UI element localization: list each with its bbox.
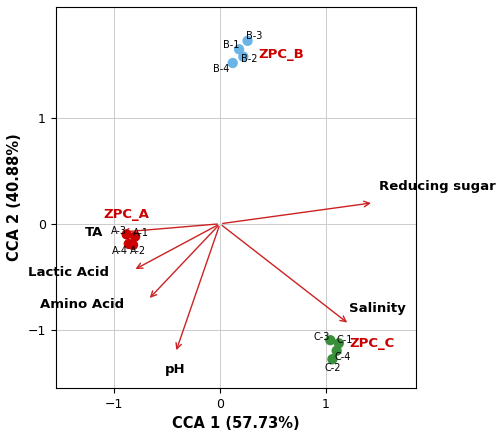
Text: A-2: A-2: [130, 246, 146, 256]
Point: [125, 240, 133, 247]
Text: A-3: A-3: [111, 226, 127, 236]
Text: Lactic Acid: Lactic Acid: [28, 266, 108, 279]
Point: [326, 337, 334, 344]
Text: C-4: C-4: [335, 352, 351, 362]
Point: [328, 356, 336, 363]
Point: [228, 60, 236, 67]
Text: Salinity: Salinity: [350, 302, 406, 315]
Text: B-2: B-2: [242, 54, 258, 64]
Text: Reducing sugar: Reducing sugar: [379, 180, 496, 193]
Point: [240, 53, 248, 60]
Text: TA: TA: [85, 226, 103, 239]
Text: A-1: A-1: [132, 228, 148, 238]
Point: [244, 37, 252, 44]
Point: [122, 231, 130, 238]
Point: [131, 233, 139, 240]
Text: Amino Acid: Amino Acid: [40, 298, 124, 311]
Text: ZPC_C: ZPC_C: [350, 337, 395, 350]
Text: B-3: B-3: [246, 31, 262, 40]
Text: ZPC_A: ZPC_A: [104, 208, 149, 221]
Text: B-1: B-1: [224, 40, 240, 50]
Text: C-3: C-3: [314, 332, 330, 342]
Point: [335, 340, 343, 347]
X-axis label: CCA 1 (57.73%): CCA 1 (57.73%): [172, 416, 300, 431]
Text: C-1: C-1: [337, 335, 353, 345]
Point: [235, 46, 243, 53]
Text: A-4: A-4: [112, 246, 128, 256]
Text: B-4: B-4: [213, 64, 229, 74]
Text: C-2: C-2: [324, 363, 340, 373]
Text: pH: pH: [165, 363, 186, 376]
Point: [129, 241, 137, 248]
Text: ZPC_B: ZPC_B: [258, 48, 304, 61]
Y-axis label: CCA 2 (40.88%): CCA 2 (40.88%): [7, 134, 22, 261]
Point: [332, 347, 340, 354]
